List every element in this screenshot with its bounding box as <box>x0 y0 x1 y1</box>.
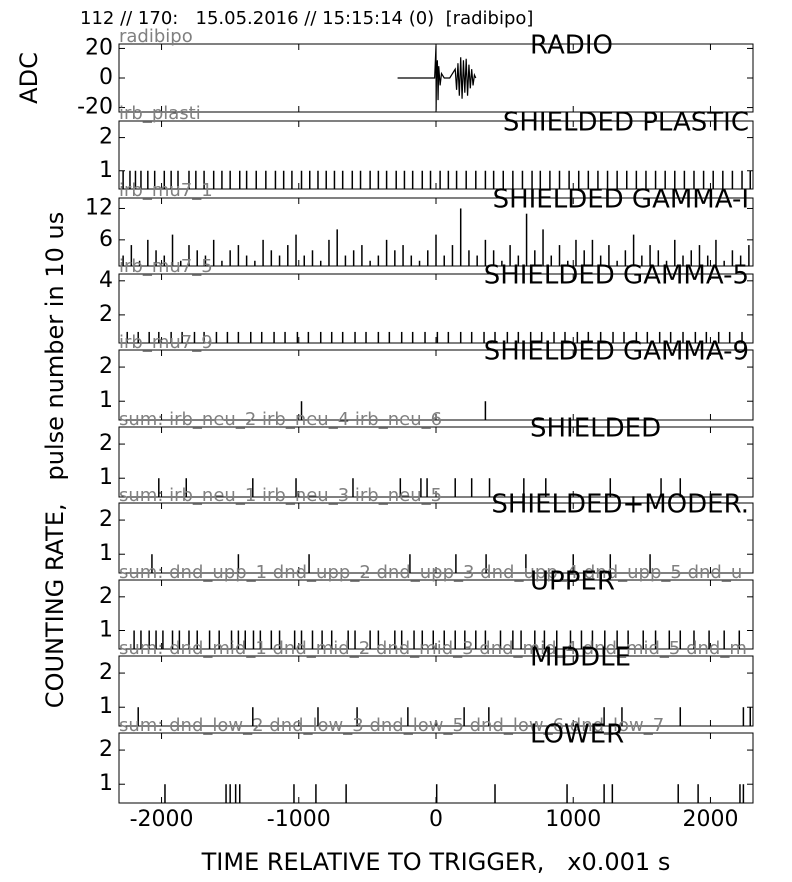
y-tick-label: 2 <box>99 431 113 456</box>
panel-title: LOWER <box>530 720 624 750</box>
y-tick-label: 2 <box>99 660 113 685</box>
y-tick-label: 2 <box>99 354 113 379</box>
channel-label: irb_mu7_5 <box>119 256 213 277</box>
y-tick-label: 2 <box>99 584 113 609</box>
y-tick-label: 2 <box>99 125 113 150</box>
panel-title: RADIO <box>530 31 613 61</box>
panel-title: SHIELDED GAMMA-5 <box>484 261 749 291</box>
y-tick-label: 1 <box>99 694 113 719</box>
channel-label: irb_mu7_1 <box>119 180 213 201</box>
channel-label: sum: dnd_low_2 dnd_low_3 dnd_low_5 dnd_l… <box>119 715 664 736</box>
y-tick-label: 1 <box>99 617 113 642</box>
y-tick-label: 1 <box>99 388 113 413</box>
y-tick-label: 1 <box>99 541 113 566</box>
x-tick-label: 0 <box>429 807 443 832</box>
y-tick-label: 1 <box>99 771 113 796</box>
y-axis-label: ADC <box>15 52 43 104</box>
channel-label: sum: dnd_mid_1 dnd_mid_2 dnd_mid_3 dnd_m… <box>119 638 747 659</box>
panel-title: SHIELDED GAMMA-9 <box>484 337 749 367</box>
y-tick-label: 2 <box>99 302 113 327</box>
y-axis-label: COUNTING RATE, pulse number in 10 us <box>41 212 69 708</box>
channel-label: sum: irb_neu_1 irb_neu_3 irb_neu_5 <box>119 485 442 506</box>
panel-title: UPPER <box>530 567 615 597</box>
y-tick-label: 6 <box>99 227 113 252</box>
panel-title: SHIELDED+MODER. <box>491 490 749 520</box>
x-tick-label: 2000 <box>682 807 738 832</box>
y-tick-label: 2 <box>99 737 113 762</box>
y-tick-label: 2 <box>99 507 113 532</box>
panel-title: SHIELDED PLASTIC <box>503 108 749 138</box>
channel-label: sum: irb_neu_2 irb_neu_4 irb_neu_6 <box>119 409 442 430</box>
y-tick-label: -20 <box>77 95 113 120</box>
channel-label: radibipo <box>119 26 193 47</box>
waveform <box>397 45 477 111</box>
y-tick-label: 1 <box>99 465 113 490</box>
figure-title: 112 // 170: 15.05.2016 // 15:15:14 (0) [… <box>80 8 533 29</box>
channel-label: sum: dnd_upp_1 dnd_upp_2 dnd_upp_3 dnd_u… <box>119 562 742 583</box>
panel-title: SHIELDED GAMMA-I <box>493 185 749 215</box>
channel-label: irb_plasti <box>119 103 201 124</box>
y-tick-label: 4 <box>99 268 113 293</box>
x-axis-label: TIME RELATIVE TO TRIGGER, x0.001 s <box>201 848 671 876</box>
x-tick-label: 1000 <box>545 807 601 832</box>
channel-label: irb_mu7_9 <box>119 332 213 353</box>
x-tick-label: -2000 <box>130 807 194 832</box>
panel-title: MIDDLE <box>530 643 631 673</box>
y-tick-label: 12 <box>85 195 113 220</box>
y-tick-label: 20 <box>85 35 113 60</box>
y-tick-label: 0 <box>99 65 113 90</box>
y-tick-label: 1 <box>99 158 113 183</box>
panel-title: SHIELDED <box>530 414 661 444</box>
x-tick-label: -1000 <box>267 807 331 832</box>
